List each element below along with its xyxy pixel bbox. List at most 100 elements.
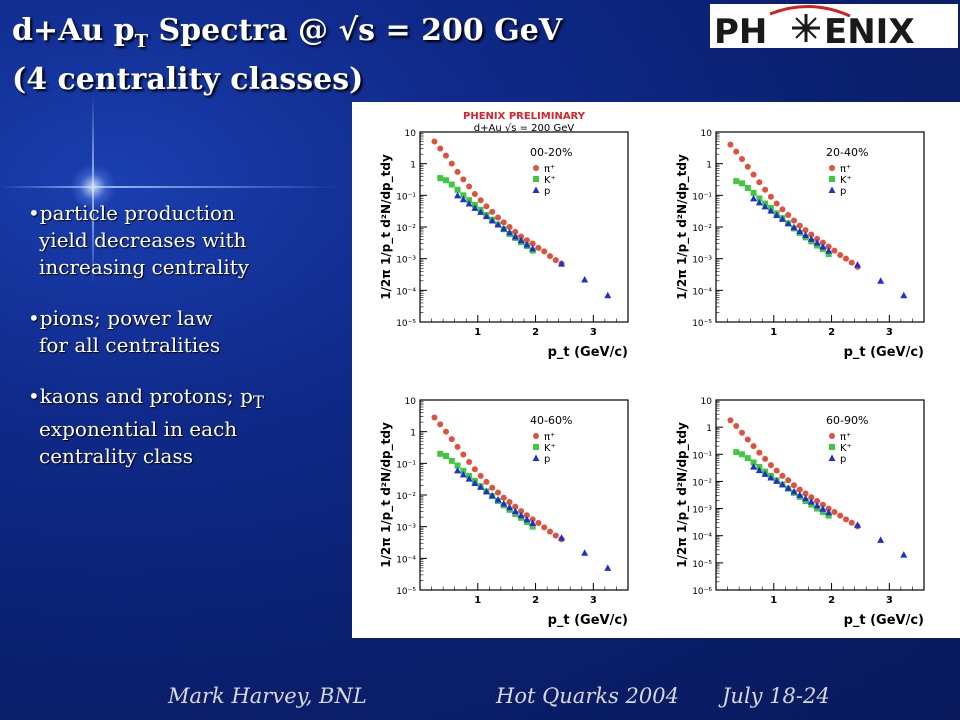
data-point-square [454, 462, 461, 469]
y-tick-label: 10⁻³ [396, 256, 416, 266]
data-point-circle [489, 484, 496, 491]
panel-60-90%: 10 1 10⁻¹ 10⁻² 10⁻³ 10⁻⁴ 10⁻⁵ 10⁻⁶ 1 2 3 p_t (GeV/c… [675, 397, 925, 628]
data-point-circle [791, 217, 797, 224]
bullet-2-line1: •pions; power law [28, 306, 213, 330]
data-point-circle [779, 206, 786, 213]
data-point-triangle [506, 228, 514, 236]
data-point-circle [802, 227, 809, 234]
figure-header-energy: d+Au √s = 200 GeV [474, 123, 575, 134]
bullet-item-2: •pions; power law for all centralities [28, 305, 264, 359]
data-point-triangle [459, 470, 467, 478]
footer-date: July 18-24 [722, 684, 830, 708]
data-point-triangle [558, 534, 566, 541]
x-axis-label: p_t (GeV/c) [548, 613, 628, 628]
data-point-triangle [494, 496, 502, 503]
bullet-item-3: •kaons and protons; pT exponential in ea… [28, 383, 264, 470]
data-point-triangle [773, 211, 781, 218]
y-tick-label: 10⁻¹ [692, 192, 712, 202]
x-tick-label: 1 [474, 327, 481, 338]
title-subscript: T [134, 31, 149, 52]
data-point-circle [773, 467, 780, 474]
data-point-circle [541, 248, 548, 255]
panel-title: 00-20% [530, 146, 572, 159]
data-point-square [460, 192, 467, 199]
data-point-triangle [819, 505, 827, 512]
title-line2: (4 centrality classes) [12, 62, 364, 97]
y-tick-label: 10⁻⁵ [396, 587, 416, 597]
data-point-triangle [825, 508, 833, 516]
data-point-circle [523, 512, 530, 519]
bullet-2-line2: for all centralities [39, 333, 221, 357]
legend-marker [533, 165, 539, 171]
data-point-triangle [500, 224, 508, 232]
y-tick-label: 10⁻² [396, 492, 416, 502]
y-tick-label: 10⁻⁶ [692, 587, 712, 597]
spectra-figure: PHENIX PRELIMINARY d+Au √s = 200 GeV 10 1… [352, 102, 960, 638]
data-point-circle [762, 186, 769, 193]
data-point-triangle [750, 463, 758, 470]
data-point-circle [767, 462, 774, 469]
data-point-circle [733, 148, 740, 155]
data-point-triangle [558, 260, 566, 267]
legend-marker [829, 433, 835, 439]
legend-marker [829, 165, 835, 171]
data-point-circle [785, 477, 792, 484]
data-point-triangle [471, 204, 479, 211]
data-point-circle [512, 503, 519, 510]
slide-title: d+Au pT Spectra @ √s = 200 GeV (4 centra… [12, 12, 562, 99]
data-point-circle [773, 200, 780, 207]
data-point-triangle [807, 235, 815, 242]
data-point-triangle [459, 195, 467, 203]
data-point-circle [739, 429, 745, 436]
y-tick-label: 10⁻⁴ [396, 287, 416, 297]
data-point-square [819, 508, 826, 515]
data-point-triangle [900, 291, 908, 299]
data-point-triangle [517, 511, 525, 519]
plot-frame [419, 131, 629, 323]
legend-label: π⁺ [544, 164, 555, 175]
data-point-circle [802, 490, 809, 497]
data-point-triangle [604, 291, 612, 299]
data-point-circle [500, 219, 507, 226]
data-point-circle [535, 244, 542, 251]
data-point-circle [523, 237, 530, 244]
y-tick-label: 10⁻² [692, 478, 712, 488]
data-point-triangle [482, 212, 490, 220]
y-tick-label: 10 [405, 397, 417, 407]
data-point-circle [500, 494, 507, 501]
data-point-triangle [761, 470, 769, 477]
data-point-circle [437, 145, 444, 152]
panel-00-20%: 10 1 10⁻¹ 10⁻² 10⁻³ 10⁻⁴ 10⁻⁵ 1 2 3 p_t (GeV/c) 1/2… [379, 129, 629, 360]
plot-frame [715, 399, 925, 591]
data-point-circle [460, 176, 467, 183]
bullet-3-line3: centrality class [39, 444, 193, 468]
x-tick-label: 2 [828, 327, 835, 338]
x-axis-label: p_t (GeV/c) [844, 613, 924, 628]
y-tick-label: 10⁻³ [692, 506, 712, 516]
data-point-triangle [761, 202, 769, 210]
data-point-triangle [494, 220, 502, 228]
data-point-triangle [877, 277, 885, 284]
data-point-circle [814, 498, 821, 505]
x-tick-label: 1 [770, 327, 777, 338]
data-point-triangle [477, 208, 485, 215]
data-point-circle [808, 494, 815, 501]
data-point-circle [437, 421, 444, 428]
data-point-triangle [778, 215, 786, 222]
spectra-figure-svg: PHENIX PRELIMINARY d+Au √s = 200 GeV 101… [379, 111, 925, 628]
data-point-triangle [900, 551, 908, 558]
data-point-circle [767, 193, 774, 200]
data-point-triangle [488, 217, 496, 224]
data-point-triangle [854, 261, 862, 268]
x-tick-label: 1 [474, 595, 481, 606]
data-point-square [443, 177, 449, 184]
data-point-circle [518, 508, 525, 515]
data-point-circle [837, 252, 844, 259]
data-point-circle [512, 228, 519, 235]
data-point-triangle [511, 507, 519, 515]
bullet-1-line2: yield decreases with [39, 228, 247, 252]
data-point-circle [848, 519, 855, 526]
footer-author: Mark Harvey, BNL [168, 684, 367, 708]
data-point-circle [443, 152, 449, 159]
data-point-triangle [529, 244, 537, 252]
